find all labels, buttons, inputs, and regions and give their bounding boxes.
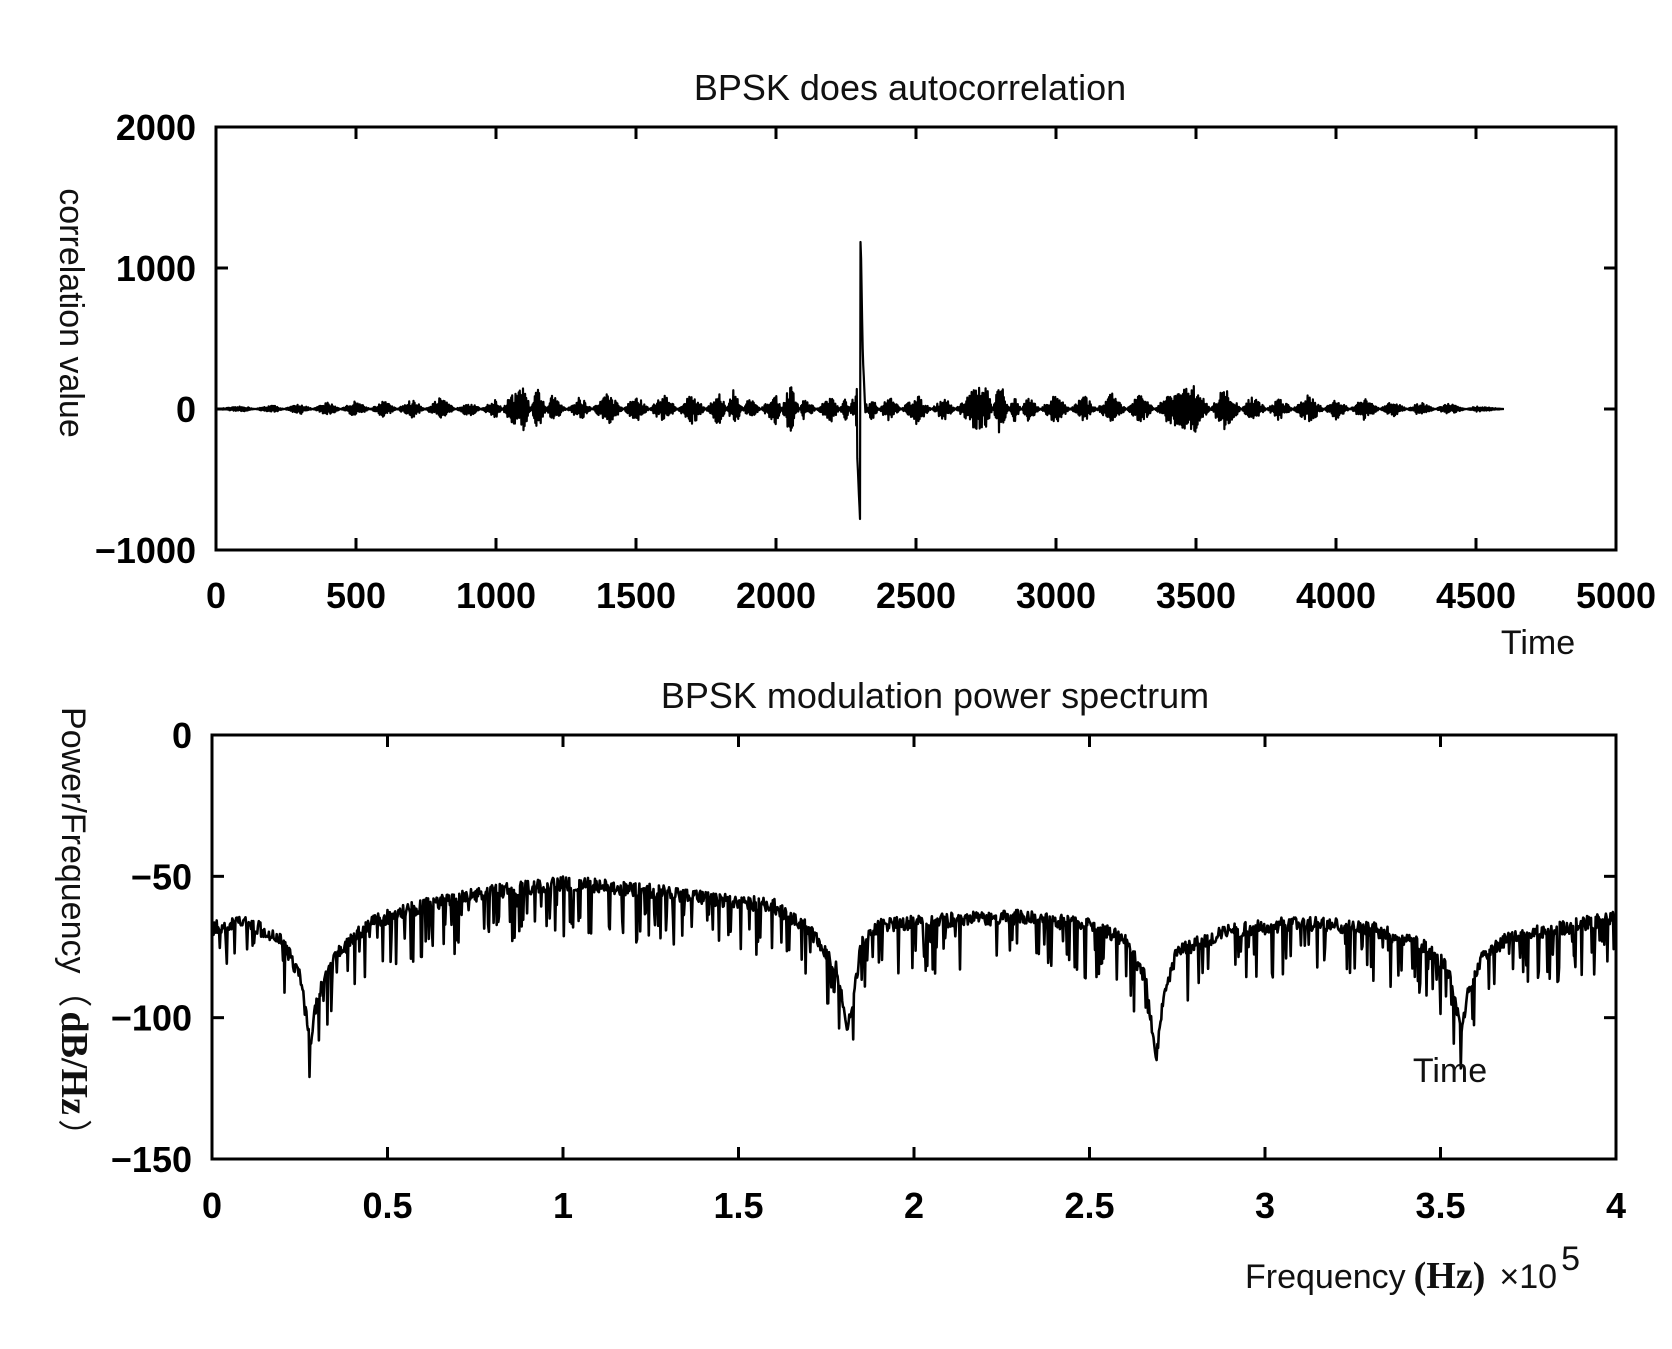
y-tick-label: 2000	[116, 107, 196, 148]
x-axis-multiplier: ×10	[1499, 1258, 1557, 1296]
x-axis-unit: (Hz)	[1414, 1255, 1486, 1297]
y-tick-label: 1000	[116, 248, 196, 289]
series-line	[215, 240, 1505, 521]
y-tick-label: −50	[131, 856, 192, 897]
y-tick-label: −100	[111, 998, 192, 1039]
y-axis-label-close: ）	[54, 1119, 92, 1153]
x-tick-label: 1	[553, 1185, 573, 1226]
chart-title: BPSK modulation power spectrum	[661, 675, 1209, 716]
x-tick-label: 0	[206, 575, 226, 616]
x-tick-label: 4000	[1296, 575, 1376, 616]
x-tick-label: 1500	[596, 575, 676, 616]
x-axis-exponent: 5	[1561, 1240, 1580, 1278]
x-axis-label: Frequency (Hz) ×10 5	[1245, 1240, 1580, 1297]
x-tick-label: 0.5	[362, 1185, 412, 1226]
x-axis-label-text: Frequency	[1245, 1258, 1406, 1296]
y-axis: 0 −50 −100 −150	[111, 715, 1616, 1180]
x-axis: 0 0.5 1 1.5 2 2.5 3 3.5 4	[202, 735, 1626, 1226]
plot-frame	[214, 125, 1618, 552]
x-tick-label: 4500	[1436, 575, 1516, 616]
y-tick-label: −1000	[95, 530, 196, 571]
annotation-label: Time	[1413, 1052, 1487, 1090]
x-tick-label: 3	[1255, 1185, 1275, 1226]
x-axis: 0 500 1000 1500 2000 2500 3000 3500 4000 4500 5000	[206, 127, 1656, 616]
y-axis-unit: dB/Hz	[53, 1012, 95, 1116]
y-axis-label: Power/Frequency（ dB/Hz ）	[53, 707, 95, 1153]
power-spectrum-chart: BPSK modulation power spectrum 0 0.5 1 1.5 2…	[53, 675, 1626, 1297]
x-tick-label: 3000	[1016, 575, 1096, 616]
x-tick-label: 500	[326, 575, 386, 616]
x-tick-label: 3500	[1156, 575, 1236, 616]
x-tick-label: 2.5	[1064, 1185, 1114, 1226]
y-tick-label: 0	[172, 715, 192, 756]
x-tick-label: 0	[202, 1185, 222, 1226]
chart-title: BPSK does autocorrelation	[694, 67, 1126, 108]
x-tick-label: 2000	[736, 575, 816, 616]
y-tick-label: 0	[176, 389, 196, 430]
series-line	[210, 875, 1618, 1079]
x-tick-label: 4	[1606, 1185, 1626, 1226]
x-tick-label: 2	[904, 1185, 924, 1226]
x-tick-label: 2500	[876, 575, 956, 616]
autocorrelation-chart: BPSK does autocorrelation 0 500 1000 1500 20…	[52, 67, 1656, 662]
y-axis-label: correlation value	[52, 188, 90, 437]
x-tick-label: 1000	[456, 575, 536, 616]
x-tick-label: 1.5	[713, 1185, 763, 1226]
x-tick-label: 3.5	[1415, 1185, 1465, 1226]
series-trace-group	[210, 875, 1618, 1079]
y-axis: 2000 1000 0 −1000	[95, 107, 1616, 571]
y-axis-label-text: Power/Frequency（	[54, 707, 92, 1007]
x-tick-label: 5000	[1576, 575, 1656, 616]
x-axis-label: Time	[1501, 624, 1575, 662]
series-trace-group	[215, 240, 1505, 521]
y-tick-label: −150	[111, 1139, 192, 1180]
